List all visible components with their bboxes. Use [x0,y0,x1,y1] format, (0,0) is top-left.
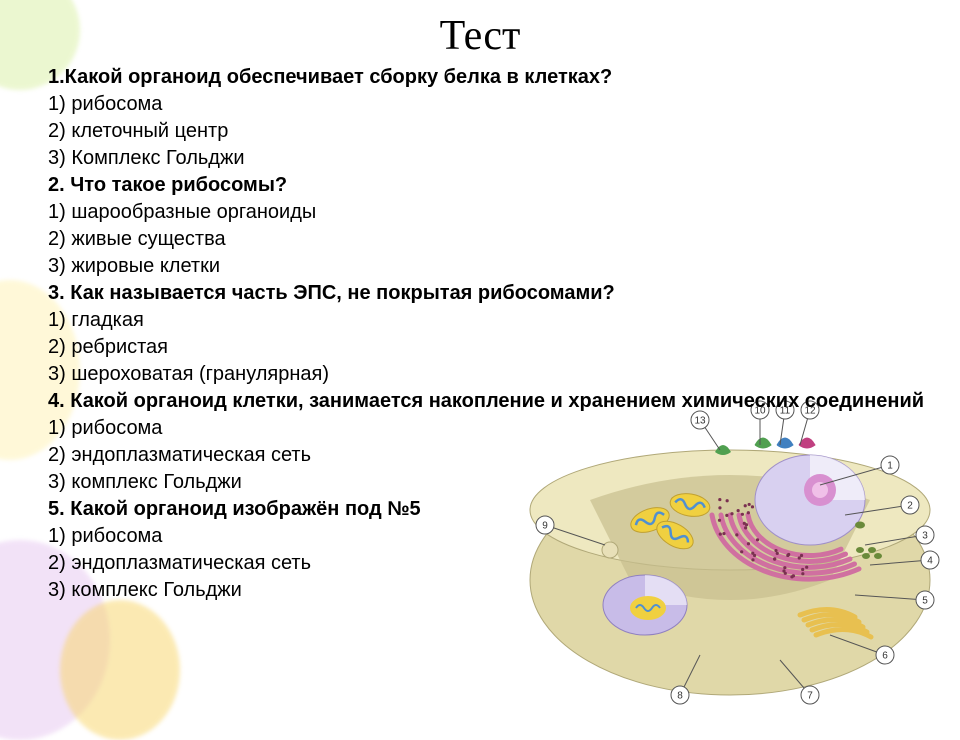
q5-option-1: 1) рибосома [48,523,940,550]
question-2: 2. Что такое рибосомы? [48,172,940,199]
q2-option-3: 3) жировые клетки [48,253,940,280]
question-5: 5. Какой органоид изображён под №5 [48,496,940,523]
q1-option-1: 1) рибосома [48,91,940,118]
question-1: 1.Какой органоид обеспечивает сборку бел… [48,64,940,91]
q4-option-1: 1) рибосома [48,415,940,442]
quiz-content: 1.Какой органоид обеспечивает сборку бел… [0,64,960,604]
q4-option-2: 2) эндоплазматическая сеть [48,442,940,469]
svg-text:7: 7 [807,691,813,702]
svg-text:8: 8 [677,691,683,702]
svg-text:6: 6 [882,651,888,662]
q5-option-3: 3) комплекс Гольджи [48,577,940,604]
q1-option-2: 2) клеточный центр [48,118,940,145]
q2-option-1: 1) шарообразные органоиды [48,199,940,226]
q4-option-3: 3) комплекс Гольджи [48,469,940,496]
q5-option-2: 2) эндоплазматическая сеть [48,550,940,577]
q2-option-2: 2) живые существа [48,226,940,253]
question-4: 4. Какой органоид клетки, занимается нак… [48,388,940,415]
q3-option-2: 2) ребристая [48,334,940,361]
question-3: 3. Как называется часть ЭПС, не покрытая… [48,280,940,307]
q3-option-3: 3) шероховатая (гранулярная) [48,361,940,388]
page-title: Тест [0,0,960,64]
q1-option-3: 3) Комплекс Гольджи [48,145,940,172]
q3-option-1: 1) гладкая [48,307,940,334]
